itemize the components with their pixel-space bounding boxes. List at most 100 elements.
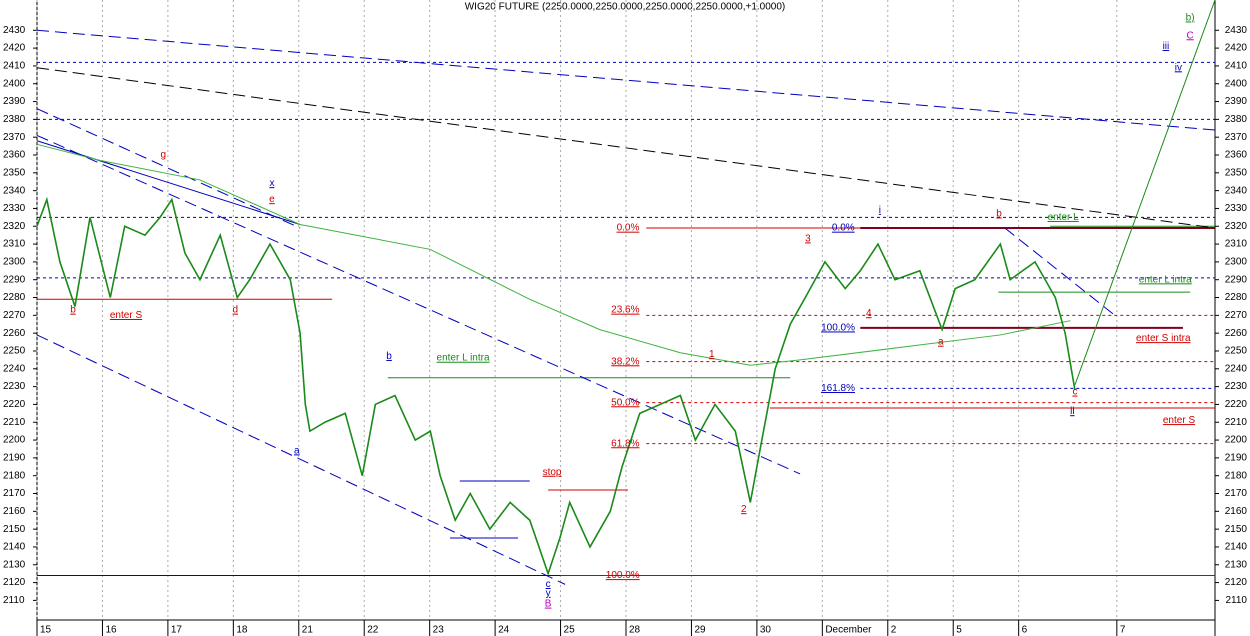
y-tick-label: 2110 <box>3 595 25 606</box>
trend-line <box>36 334 566 585</box>
y-tick-label: 2280 <box>1225 292 1248 303</box>
y-tick-label: 2380 <box>1225 114 1248 125</box>
y-tick-label: 2120 <box>1225 577 1248 588</box>
y-tick-label: 2380 <box>3 114 26 125</box>
annotation: 0.0% <box>617 223 640 234</box>
y-tick-label: 2270 <box>3 310 26 321</box>
y-tick-label: 2130 <box>3 559 26 570</box>
y-tick-label: 2190 <box>1225 453 1248 464</box>
annotation: b <box>70 305 76 316</box>
x-tick-label: 21 <box>302 625 314 636</box>
annotation: enter S <box>110 310 143 321</box>
annotation: 100.0% <box>606 570 640 581</box>
y-tick-label: 2140 <box>1225 542 1248 553</box>
y-tick-label: 2390 <box>3 96 26 107</box>
y-tick-label: 2210 <box>1225 417 1248 428</box>
x-tick-label: 5 <box>956 625 962 636</box>
annotation: 2 <box>741 504 747 515</box>
annotation: C <box>1187 30 1194 41</box>
y-tick-label: 2430 <box>1225 25 1248 36</box>
annotation: 50.0% <box>611 397 639 408</box>
y-tick-label: 2420 <box>3 43 26 54</box>
y-tick-label: 2220 <box>1225 399 1248 410</box>
trend-line <box>36 143 1071 366</box>
annotation: iii <box>1163 41 1170 52</box>
y-tick-label: 2360 <box>3 150 26 161</box>
x-tick-label: 18 <box>236 625 248 636</box>
annotation: stop <box>543 467 562 478</box>
x-tick-label: 29 <box>694 625 706 636</box>
y-tick-label: 2260 <box>1225 328 1248 339</box>
annotation: y <box>546 588 551 599</box>
annotation: c <box>1072 387 1077 398</box>
annotation: enter L intra <box>1139 274 1192 285</box>
x-tick-label: 6 <box>1022 625 1028 636</box>
x-tick-label: 24 <box>498 625 510 636</box>
price-line <box>36 196 1076 577</box>
annotation: a <box>938 337 944 348</box>
x-tick-label: 15 <box>40 625 52 636</box>
y-tick-label: 2220 <box>3 399 26 410</box>
y-tick-label: 2420 <box>1225 43 1248 54</box>
y-tick-label: 2330 <box>3 203 26 214</box>
annotation: enter L <box>1048 212 1080 223</box>
y-tick-label: 2390 <box>1225 96 1248 107</box>
y-tick-label: 2320 <box>3 221 26 232</box>
y-tick-label: 2230 <box>3 381 26 392</box>
annotation: e <box>269 194 275 205</box>
x-tick-label: 25 <box>564 625 576 636</box>
y-tick-label: 2310 <box>3 239 26 250</box>
trend-line <box>1074 0 1216 385</box>
annotation: b <box>996 208 1002 219</box>
annotation: 0.0% <box>832 223 855 234</box>
trend-line <box>36 134 801 475</box>
y-tick-label: 2250 <box>1225 346 1248 357</box>
y-tick-label: 2110 <box>1225 595 1247 606</box>
annotation: 38.2% <box>611 356 639 367</box>
trend-line <box>1004 227 1116 316</box>
y-tick-label: 2240 <box>3 363 26 374</box>
y-tick-label: 2280 <box>3 292 26 303</box>
y-tick-label: 2200 <box>3 435 26 446</box>
annotation: enter L intra <box>437 353 490 364</box>
y-tick-label: 2350 <box>1225 167 1248 178</box>
y-tick-label: 2160 <box>1225 506 1248 517</box>
x-tick-label: 7 <box>1120 625 1126 636</box>
y-tick-label: 2340 <box>3 185 26 196</box>
y-tick-label: 2210 <box>3 417 26 428</box>
y-tick-label: 2290 <box>3 274 26 285</box>
annotation: b <box>386 351 392 362</box>
y-tick-label: 2150 <box>1225 524 1248 535</box>
annotation: a <box>294 445 300 456</box>
y-tick-label: 2180 <box>1225 470 1248 481</box>
y-tick-label: 2330 <box>1225 203 1248 214</box>
annotation: b) <box>1186 12 1195 23</box>
y-tick-label: 2170 <box>1225 488 1248 499</box>
y-tick-label: 2190 <box>3 453 26 464</box>
annotation: g <box>161 150 167 161</box>
annotation: d <box>233 305 239 316</box>
y-tick-label: 2300 <box>1225 257 1248 268</box>
x-tick-label: 16 <box>105 625 117 636</box>
annotation: 23.6% <box>611 305 639 316</box>
y-tick-label: 2200 <box>1225 435 1248 446</box>
y-tick-label: 2160 <box>3 506 26 517</box>
y-tick-label: 2350 <box>3 167 26 178</box>
y-tick-label: 2300 <box>3 257 26 268</box>
annotation: 4 <box>866 308 872 319</box>
annotation: 100.0% <box>821 322 855 333</box>
y-tick-label: 2120 <box>3 577 26 588</box>
y-tick-label: 2430 <box>3 25 26 36</box>
annotation: enter S <box>1163 415 1196 426</box>
annotation: 161.8% <box>821 383 855 394</box>
y-tick-label: 2410 <box>1225 61 1248 72</box>
annotation: 1 <box>709 349 715 360</box>
trend-line <box>36 67 1216 229</box>
y-tick-label: 2230 <box>1225 381 1248 392</box>
annotation: i <box>879 205 881 216</box>
x-tick-label: 28 <box>629 625 641 636</box>
annotation: x <box>269 178 274 189</box>
y-tick-label: 2140 <box>3 542 26 553</box>
